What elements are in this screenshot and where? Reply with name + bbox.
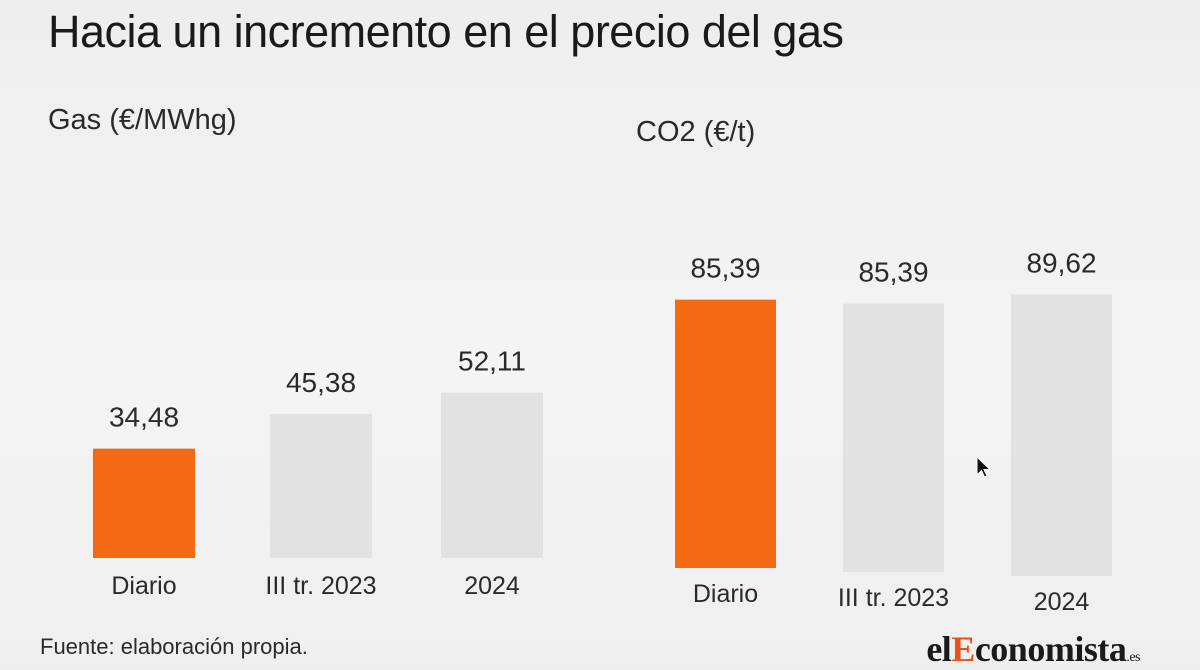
gas-value-label-0: 34,48 xyxy=(109,402,179,433)
co2-value-label-2: 89,62 xyxy=(1026,247,1096,278)
gas-bar-2 xyxy=(441,392,543,558)
co2-price-chart: CO2 (€/t) 85,39 Diario 85,39 III tr. 2023 89,… xyxy=(636,116,1112,616)
co2-category-label-0: Diario xyxy=(693,580,758,608)
eleconomista-logo: elEconomista.es xyxy=(926,628,1140,670)
gas-bar-0 xyxy=(93,448,195,558)
gas-value-label-2: 52,11 xyxy=(458,346,526,377)
source-note: Fuente: elaboración propia. xyxy=(40,634,308,659)
gas-price-chart: Gas (€/MWhg) 34,48 Diario 45,38 III tr. 2023… xyxy=(48,104,543,600)
logo-rest: conomista xyxy=(974,629,1127,669)
gas-bar-1 xyxy=(270,414,372,558)
gas-chart-title: Gas (€/MWhg) xyxy=(48,104,237,136)
co2-category-label-1: III tr. 2023 xyxy=(838,584,949,612)
logo-prefix: el xyxy=(926,629,952,669)
gas-value-label-1: 45,38 xyxy=(286,367,356,398)
co2-bar-2 xyxy=(1011,294,1112,576)
co2-category-label-2: 2024 xyxy=(1034,588,1090,616)
co2-bar-1 xyxy=(843,303,944,572)
logo-accent-letter: E xyxy=(951,629,975,669)
co2-value-label-0: 85,39 xyxy=(690,253,760,284)
co2-value-label-1: 85,39 xyxy=(858,257,928,288)
co2-bar-0 xyxy=(675,299,776,568)
mouse-pointer-icon xyxy=(976,456,992,478)
co2-chart-title: CO2 (€/t) xyxy=(636,116,755,148)
page-title: Hacia un incremento en el precio del gas xyxy=(48,6,844,57)
gas-category-label-2: 2024 xyxy=(464,572,520,600)
logo-domain-suffix: .es xyxy=(1126,650,1140,665)
gas-category-label-1: III tr. 2023 xyxy=(265,572,376,600)
gas-category-label-0: Diario xyxy=(111,572,176,600)
